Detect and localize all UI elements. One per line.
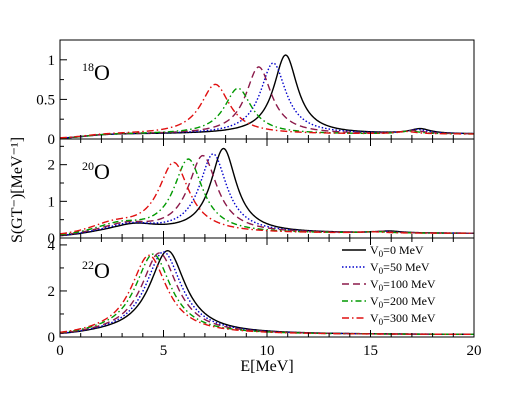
legend-item: V0=100 MeV: [342, 277, 436, 293]
x-tick-label: 0: [56, 343, 64, 359]
nucleus-label: 20O: [82, 159, 110, 184]
nucleus-label: 18O: [82, 60, 110, 85]
series-line: [60, 147, 474, 237]
panel-frame: [59, 39, 475, 140]
series-line: [60, 62, 474, 139]
legend-label: V0=200 MeV: [370, 294, 436, 310]
series-line: [60, 253, 474, 336]
legend-label: V0=50 MeV: [370, 260, 430, 276]
y-tick-label: 2: [48, 284, 56, 300]
y-tick-label: 0.5: [36, 92, 55, 108]
panel-22O: 0 2 4 22O: [48, 237, 475, 346]
series-line: [60, 158, 474, 236]
y-tick-label: 0: [48, 231, 56, 247]
x-tick-label: 10: [260, 343, 275, 359]
series-line: [60, 66, 474, 139]
x-tick-label: 15: [363, 343, 378, 359]
series-line: [60, 153, 474, 237]
series-line: [60, 161, 474, 235]
x-axis: 0 5 10 15 20: [56, 343, 481, 359]
legend-label: V0=0 MeV: [370, 243, 424, 259]
panel-18O: 0 0.5 1 18O: [36, 39, 475, 148]
panel-20O: 0 1 2 20O: [48, 138, 475, 247]
legend-label: V0=300 MeV: [370, 311, 436, 327]
nucleus-label: 22O: [82, 258, 110, 283]
series-line: [60, 54, 474, 139]
x-axis-title: E[MeV]: [240, 358, 293, 375]
legend-item: V0=300 MeV: [342, 311, 436, 327]
legend-label: V0=100 MeV: [370, 277, 436, 293]
y-tick-label: 0: [48, 132, 56, 148]
y-tick-label: 0: [48, 330, 56, 346]
panels: 0 0.5 1 18O 0 1 2 20O 0 2 4 22O: [36, 39, 475, 346]
y-tick-label: 1: [48, 194, 56, 210]
legend-item: V0=200 MeV: [342, 294, 436, 310]
y-axis-title: S(GT⁻)[MeV⁻¹]: [9, 137, 26, 243]
series-line: [60, 83, 474, 139]
legend-item: V0=0 MeV: [342, 243, 424, 259]
y-tick-label: 1: [48, 53, 56, 69]
y-tick-label: 4: [48, 238, 56, 254]
x-tick-label: 20: [467, 343, 482, 359]
x-tick-label: 5: [160, 343, 168, 359]
legend-item: V0=50 MeV: [342, 260, 430, 276]
series-line: [60, 87, 474, 139]
y-tick-label: 2: [48, 158, 56, 174]
